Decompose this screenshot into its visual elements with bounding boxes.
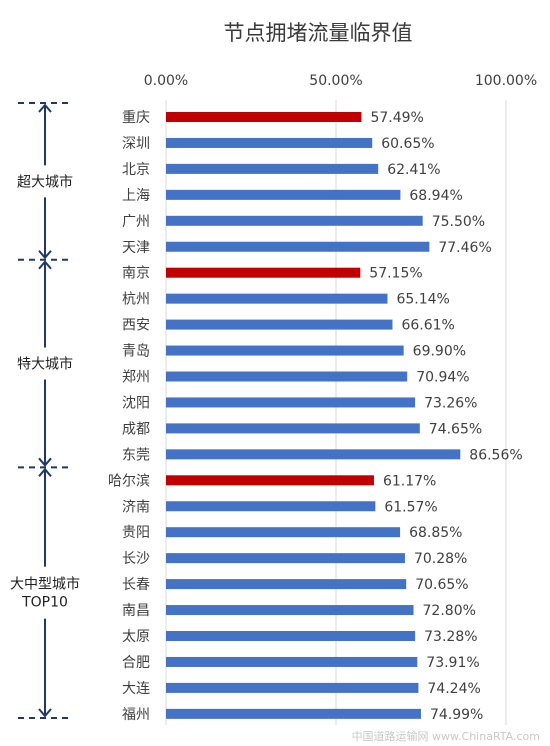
data-label: 70.65% — [415, 577, 468, 593]
data-label: 66.61% — [401, 318, 454, 334]
bar — [166, 501, 376, 512]
arrow-down — [38, 708, 52, 718]
bar — [166, 267, 361, 278]
category-label: 西安 — [122, 318, 150, 334]
bar — [166, 475, 374, 486]
category-label: 贵阳 — [122, 525, 150, 541]
data-label: 74.65% — [429, 421, 482, 437]
group-label: 大中型城市 — [10, 576, 80, 593]
bar — [166, 112, 362, 122]
data-label: 86.56% — [469, 447, 522, 463]
bar — [166, 449, 461, 460]
bar — [166, 189, 401, 200]
data-label: 72.80% — [423, 603, 476, 619]
bars — [166, 112, 461, 719]
bar — [166, 579, 407, 590]
data-label: 61.57% — [384, 499, 437, 515]
category-label: 北京 — [122, 162, 150, 178]
bar — [166, 682, 419, 693]
category-label: 福州 — [122, 707, 150, 723]
x-tick-label: 50.00% — [309, 73, 362, 89]
category-label: 沈阳 — [122, 395, 150, 411]
data-label: 74.99% — [430, 707, 483, 723]
bar — [166, 137, 373, 148]
x-tick-label: 100.00% — [475, 73, 537, 89]
bar — [166, 371, 408, 382]
arrow-down — [38, 457, 52, 467]
data-label: 57.49% — [370, 110, 423, 126]
data-label: 73.28% — [424, 629, 477, 645]
data-label: 69.90% — [413, 344, 466, 360]
data-label: 57.15% — [369, 266, 422, 282]
data-label: 77.46% — [438, 240, 491, 256]
x-tick-label: 0.00% — [144, 73, 188, 89]
category-label: 成都 — [122, 421, 150, 437]
group-bracket: 大中型城市 TOP10 — [10, 467, 80, 719]
group-label: TOP10 — [21, 595, 68, 611]
group-bracket: 特大城市 — [17, 260, 73, 469]
category-label: 郑州 — [122, 370, 150, 386]
x-axis-ticks: 0.00% 50.00% 100.00% — [144, 73, 537, 89]
category-label: 大连 — [122, 681, 150, 697]
data-label: 70.94% — [416, 370, 469, 386]
bar — [166, 345, 404, 356]
category-label: 深圳 — [122, 136, 150, 152]
data-label: 60.65% — [381, 136, 434, 152]
data-label: 65.14% — [396, 292, 449, 308]
arrow-up — [38, 260, 52, 270]
category-label: 长沙 — [122, 551, 150, 567]
bar — [166, 631, 416, 641]
category-label: 长春 — [122, 577, 150, 593]
data-label: 68.94% — [409, 188, 462, 204]
value-labels: 57.49% 60.65% 62.41% 68.94% 75.50% 77.46% 57.1… — [369, 110, 522, 723]
data-label: 68.85% — [409, 525, 462, 541]
category-label: 太原 — [122, 629, 150, 645]
bar — [166, 553, 405, 564]
bar — [166, 527, 401, 538]
group-label: 超大城市 — [17, 173, 73, 190]
category-label: 南昌 — [122, 603, 150, 619]
category-label: 济南 — [122, 499, 150, 515]
category-label: 哈尔滨 — [108, 473, 150, 489]
bar — [166, 293, 388, 304]
data-label: 62.41% — [387, 162, 440, 178]
bar — [166, 163, 379, 174]
category-label: 东莞 — [122, 447, 150, 463]
category-label: 青岛 — [122, 344, 150, 360]
data-label: 75.50% — [432, 214, 485, 230]
arrow-up — [38, 467, 52, 477]
bar — [166, 397, 416, 408]
data-label: 61.17% — [383, 473, 436, 489]
group-bracket: 超大城市 — [17, 102, 73, 261]
chart-title: 节点拥堵流量临界值 — [224, 21, 413, 45]
category-label: 南京 — [122, 266, 150, 282]
bar — [166, 215, 423, 226]
bar — [166, 423, 420, 434]
data-label: 73.91% — [426, 655, 479, 671]
data-label: 73.26% — [424, 395, 477, 411]
group-label: 特大城市 — [17, 356, 73, 373]
category-label: 杭州 — [122, 292, 150, 308]
category-label: 广州 — [122, 214, 150, 230]
data-label: 74.24% — [427, 681, 480, 697]
bar — [166, 708, 421, 719]
category-label: 上海 — [122, 188, 150, 204]
bar — [166, 319, 393, 330]
category-label: 合肥 — [122, 655, 150, 671]
watermark: 中国道路运输网 www.ChinaRTA.com — [352, 729, 540, 743]
bar — [166, 656, 418, 667]
gridlines — [165, 100, 507, 725]
arrow-down — [38, 250, 52, 260]
category-labels: 重庆深圳北京上海广州天津南京杭州西安青岛郑州沈阳成都东莞哈尔滨济南贵阳长沙长春南… — [108, 110, 150, 723]
category-label: 天津 — [122, 240, 150, 256]
arrow-up — [38, 103, 52, 113]
bar — [166, 605, 414, 616]
data-label: 70.28% — [414, 551, 467, 567]
bar — [166, 241, 430, 252]
category-label: 重庆 — [122, 110, 150, 126]
